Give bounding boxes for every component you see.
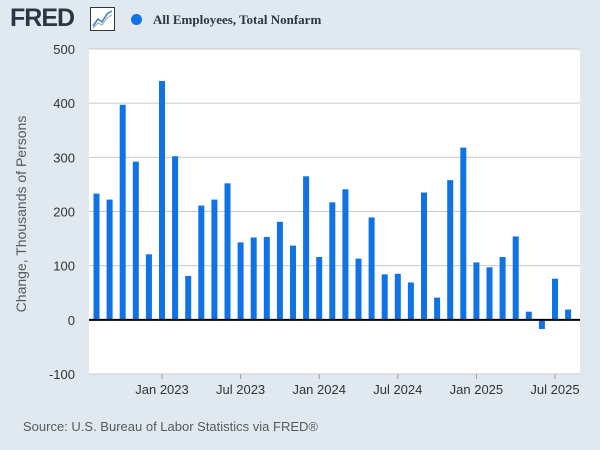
bar-sep-2024[interactable] bbox=[421, 192, 427, 320]
bar-nov-2024[interactable] bbox=[447, 180, 454, 320]
x-tick-label: Jan 2024 bbox=[292, 382, 346, 397]
x-tick-label: Jul 2025 bbox=[530, 382, 579, 397]
y-axis-ticks: 500 400 300 200 100 0 -100 bbox=[49, 42, 75, 382]
bar-may-2025[interactable] bbox=[525, 311, 532, 320]
bar-jul-2023[interactable] bbox=[237, 242, 244, 320]
bar-oct-2022[interactable] bbox=[119, 104, 126, 320]
x-axis-ticks: Jan 2023 Jul 2023 Jan 2024 Jul 2024 Jan 2025… bbox=[135, 374, 580, 397]
bar-apr-2024[interactable] bbox=[355, 258, 362, 320]
bar-mar-2024[interactable] bbox=[342, 189, 349, 320]
bar-apr-2025[interactable] bbox=[512, 236, 519, 320]
bar-oct-2023[interactable] bbox=[276, 221, 283, 320]
y-tick-label: 100 bbox=[53, 259, 75, 274]
bar-jan-2023[interactable] bbox=[159, 80, 165, 320]
y-tick-label: 200 bbox=[53, 205, 75, 220]
bars bbox=[93, 80, 572, 330]
x-tick-label: Jan 2023 bbox=[135, 382, 189, 397]
bar-aug-2024[interactable] bbox=[407, 282, 414, 320]
bar-feb-2023[interactable] bbox=[172, 156, 179, 320]
x-tick-label: Jul 2023 bbox=[216, 382, 265, 397]
chart-header: FRED All Employees, Total Nonfarm bbox=[0, 0, 600, 40]
y-tick-label: 400 bbox=[53, 96, 75, 111]
bar-nov-2023[interactable] bbox=[290, 245, 296, 320]
bar-sep-2022[interactable] bbox=[106, 199, 113, 320]
bar-aug-2022[interactable] bbox=[93, 193, 100, 320]
legend-marker bbox=[131, 14, 142, 25]
y-tick-label: 300 bbox=[53, 150, 75, 165]
legend-label: All Employees, Total Nonfarm bbox=[153, 12, 322, 27]
bar-may-2023[interactable] bbox=[211, 199, 218, 320]
fred-logo[interactable]: FRED bbox=[10, 4, 75, 32]
x-tick-label: Jan 2025 bbox=[450, 382, 504, 397]
x-tick-label: Jul 2024 bbox=[373, 382, 422, 397]
bar-jun-2023[interactable] bbox=[224, 183, 231, 320]
bar-jan-2024[interactable] bbox=[316, 257, 323, 320]
bar-dec-2024[interactable] bbox=[460, 147, 467, 320]
bar-jan-2025[interactable] bbox=[473, 262, 480, 320]
bar-aug-2023[interactable] bbox=[250, 237, 257, 320]
y-tick-label: -100 bbox=[49, 367, 75, 382]
bar-feb-2024[interactable] bbox=[329, 202, 336, 320]
bar-mar-2023[interactable] bbox=[185, 275, 192, 320]
bar-jun-2024[interactable] bbox=[381, 274, 388, 320]
y-axis-label: Change, Thousands of Persons bbox=[13, 116, 29, 313]
bar-oct-2024[interactable] bbox=[434, 297, 441, 320]
bar-dec-2023[interactable] bbox=[303, 176, 310, 320]
bar-jul-2025[interactable] bbox=[552, 278, 558, 320]
bar-mar-2025[interactable] bbox=[499, 257, 506, 320]
bar-nov-2022[interactable] bbox=[132, 161, 139, 320]
bar-jul-2024[interactable] bbox=[394, 273, 401, 320]
y-tick-label: 0 bbox=[68, 313, 75, 328]
bar-dec-2022[interactable] bbox=[145, 254, 152, 320]
bar-jun-2025[interactable] bbox=[538, 319, 545, 330]
bar-apr-2023[interactable] bbox=[198, 205, 205, 320]
bar-aug-2025[interactable] bbox=[565, 309, 572, 320]
bar-feb-2025[interactable] bbox=[486, 267, 493, 320]
source-note: Source: U.S. Bureau of Labor Statistics … bbox=[23, 419, 318, 434]
line-graph-icon bbox=[90, 7, 115, 31]
y-tick-label: 500 bbox=[53, 42, 75, 57]
bar-sep-2023[interactable] bbox=[263, 236, 270, 320]
bar-may-2024[interactable] bbox=[368, 217, 375, 320]
